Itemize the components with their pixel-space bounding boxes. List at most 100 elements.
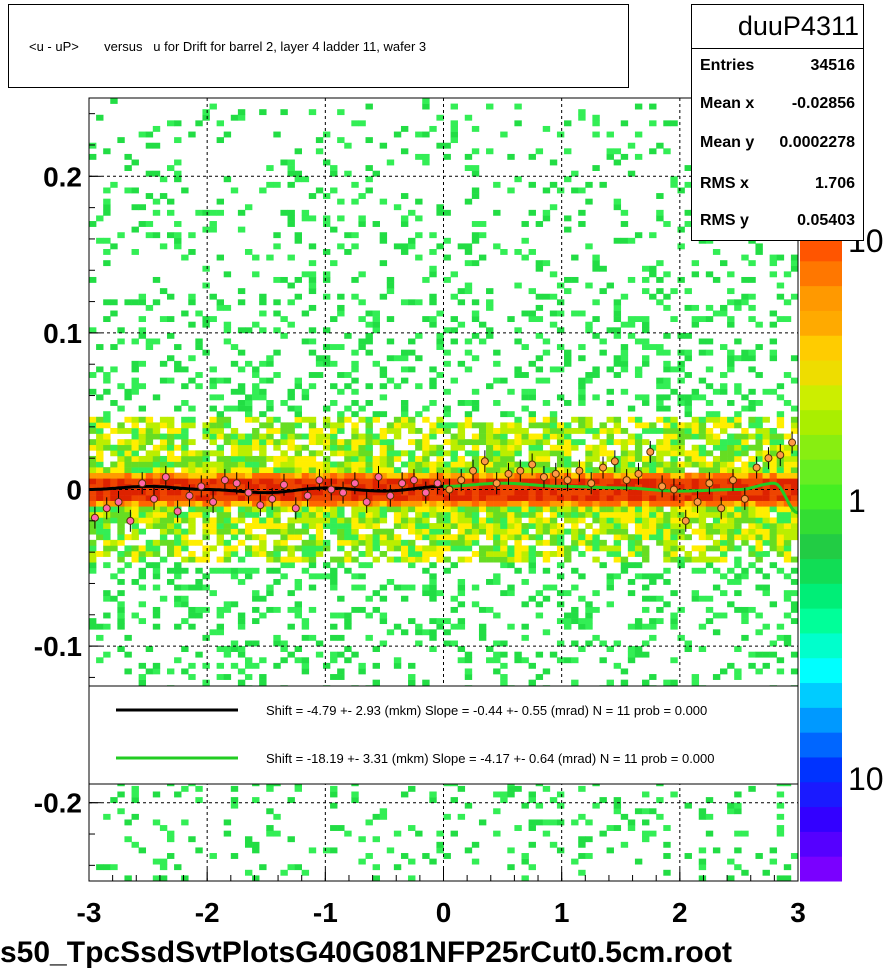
heatmap-cell — [514, 506, 522, 513]
heatmap-cell — [152, 573, 161, 580]
heatmap-cell — [344, 489, 352, 496]
profile-point — [350, 479, 359, 488]
heatmap-cell — [684, 372, 692, 378]
heatmap-cell — [755, 500, 763, 507]
heatmap-cell — [790, 265, 799, 272]
heatmap-cell — [301, 500, 310, 507]
heatmap-cell — [613, 332, 622, 339]
heatmap-cell — [436, 830, 444, 837]
heatmap-cell — [166, 377, 175, 384]
heatmap-cell — [613, 327, 622, 334]
heatmap-cell — [663, 433, 671, 440]
heatmap-cell — [216, 422, 225, 429]
heatmap-cell — [379, 232, 388, 239]
heatmap-cell — [535, 500, 544, 507]
heatmap-cell — [230, 114, 239, 121]
heatmap-cell — [478, 506, 487, 513]
heatmap-cell — [606, 573, 614, 580]
heatmap-cell — [450, 120, 458, 127]
heatmap-cell — [266, 478, 274, 485]
heatmap-cell — [89, 276, 97, 283]
heatmap-cell — [613, 640, 622, 647]
heatmap-cell — [556, 489, 565, 496]
heatmap-cell — [535, 651, 544, 658]
heatmap-cell — [705, 304, 714, 311]
heatmap-cell — [705, 450, 714, 457]
heatmap-cell — [634, 422, 643, 429]
heatmap-cell — [166, 316, 175, 323]
heatmap-cell — [400, 450, 409, 457]
heatmap-cell — [627, 472, 636, 479]
heatmap-cell — [138, 679, 147, 686]
heatmap-cell — [166, 439, 175, 446]
heatmap-cell — [542, 556, 551, 563]
heatmap-cell — [748, 662, 756, 669]
heatmap-cell — [712, 847, 721, 854]
heatmap-cell — [429, 791, 437, 798]
heatmap-cell — [769, 506, 778, 513]
heatmap-cell — [280, 109, 288, 116]
heatmap-cell — [776, 433, 785, 440]
heatmap-cell — [712, 444, 721, 451]
heatmap-cell — [720, 478, 728, 485]
heatmap-cell — [436, 416, 444, 423]
palette-swatch — [800, 434, 842, 460]
heatmap-cell — [542, 400, 551, 406]
heatmap-cell — [464, 249, 473, 255]
heatmap-cell — [578, 841, 586, 848]
heatmap-cell — [478, 467, 487, 474]
heatmap-cell — [138, 316, 147, 323]
heatmap-cell — [422, 461, 430, 468]
heatmap-cell — [521, 310, 529, 317]
heatmap-cell — [556, 618, 565, 625]
heatmap-cell — [613, 316, 622, 323]
heatmap-cell — [478, 623, 487, 630]
heatmap-cell — [627, 539, 636, 546]
heatmap-cell — [372, 813, 380, 820]
heatmap-cell — [202, 506, 210, 513]
heatmap-cell — [712, 439, 721, 446]
heatmap-cell — [705, 500, 714, 507]
heatmap-cell — [145, 562, 154, 569]
heatmap-cell — [174, 528, 182, 535]
heatmap-cell — [712, 433, 721, 440]
heatmap-cell — [266, 165, 274, 171]
heatmap-cell — [649, 293, 657, 300]
heatmap-cell — [727, 461, 735, 468]
heatmap-cell — [720, 372, 728, 378]
heatmap-cell — [379, 142, 388, 149]
heatmap-cell — [174, 657, 182, 664]
heatmap-cell — [174, 221, 182, 227]
heatmap-cell — [365, 634, 373, 641]
heatmap-cell — [556, 461, 565, 468]
heatmap-cell — [471, 534, 480, 541]
heatmap-cell — [230, 802, 239, 809]
heatmap-cell — [528, 545, 536, 552]
profile-point — [480, 457, 489, 466]
heatmap-cell — [223, 500, 232, 507]
heatmap-cell — [117, 137, 125, 144]
heatmap-cell — [677, 528, 685, 535]
heatmap-cell — [337, 483, 345, 490]
heatmap-cell — [124, 634, 132, 641]
heatmap-cell — [393, 489, 402, 496]
heatmap-cell — [422, 131, 430, 138]
heatmap-cell — [691, 679, 700, 686]
heatmap-cell — [386, 338, 395, 345]
heatmap-cell — [273, 478, 281, 485]
heatmap-cell — [613, 556, 622, 563]
heatmap-cell — [684, 209, 692, 216]
heatmap-cell — [734, 388, 742, 395]
heatmap-cell — [237, 472, 246, 479]
heatmap-cell — [287, 444, 295, 451]
heatmap-cell — [337, 472, 345, 479]
heatmap-cell — [585, 640, 593, 647]
heatmap-cell — [308, 372, 317, 378]
heatmap-cell — [273, 310, 281, 317]
heatmap-cell — [422, 500, 430, 507]
heatmap-cell — [351, 461, 359, 468]
heatmap-cell — [606, 439, 614, 446]
heatmap-cell — [599, 427, 607, 434]
heatmap-cell — [578, 221, 586, 227]
heatmap-cell — [351, 791, 359, 798]
